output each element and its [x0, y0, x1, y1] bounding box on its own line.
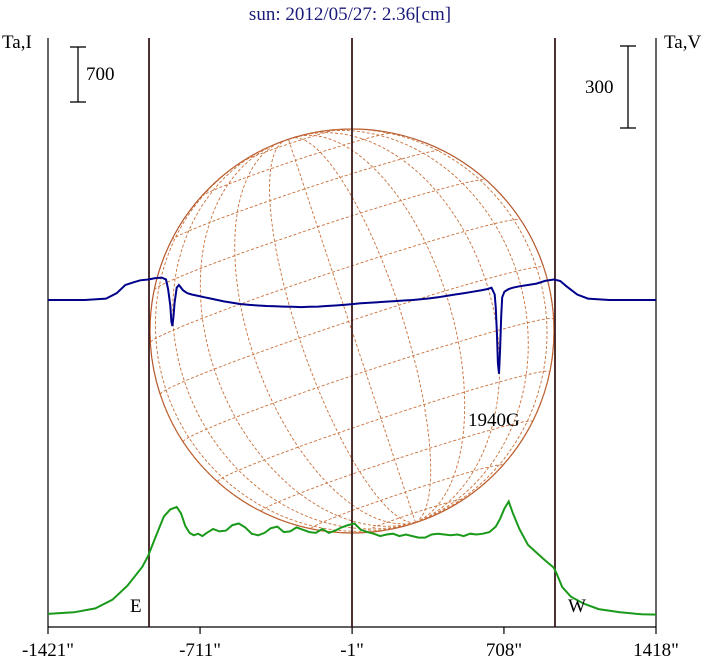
- x-tick-label: 1418": [633, 640, 679, 661]
- series-line-polarization: [48, 276, 656, 374]
- grid-line: [234, 142, 416, 525]
- annotation-label: 1940G: [468, 410, 520, 431]
- x-tick-label: -1421": [22, 640, 74, 661]
- grid-line: [291, 137, 432, 523]
- grid-line: [171, 149, 443, 241]
- left-axis-label: Ta,I: [2, 32, 32, 53]
- grid-line: [269, 139, 416, 524]
- scale-label-left: 700: [86, 64, 115, 85]
- grid-line: [172, 145, 416, 530]
- x-tick-label: 708": [486, 640, 522, 661]
- grid-line: [241, 128, 340, 163]
- scale-label-right: 300: [585, 77, 614, 98]
- grid-line: [328, 128, 548, 523]
- x-tick-label: -711": [179, 640, 221, 661]
- grid-line: [415, 267, 555, 523]
- scale-bar-right: [620, 45, 636, 129]
- x-axis-ticks: -1421" -711" -1" 708" 1418": [22, 627, 679, 661]
- grid-line: [217, 370, 551, 482]
- scale-bar-left: [70, 46, 86, 103]
- grid-line: [199, 144, 416, 527]
- grid-line: [298, 134, 466, 523]
- marker-lines: [148, 38, 556, 627]
- grid-line: [306, 129, 529, 523]
- limb-label-east: E: [130, 596, 142, 617]
- grid-line: [150, 218, 521, 343]
- limb-label-west: W: [568, 596, 586, 617]
- chart-title: sun: 2012/05/27: 2.36[cm]: [249, 4, 451, 25]
- grid-line: [153, 179, 487, 291]
- solar-disk: [149, 128, 555, 534]
- heliographic-grid: [150, 128, 555, 534]
- grid-line: [288, 139, 416, 523]
- series-line-intensity: [47, 499, 657, 616]
- x-tick-label: -1": [340, 640, 364, 661]
- grid-line: [155, 155, 416, 532]
- grid-line: [159, 394, 416, 534]
- right-axis-label: Ta,V: [664, 32, 701, 53]
